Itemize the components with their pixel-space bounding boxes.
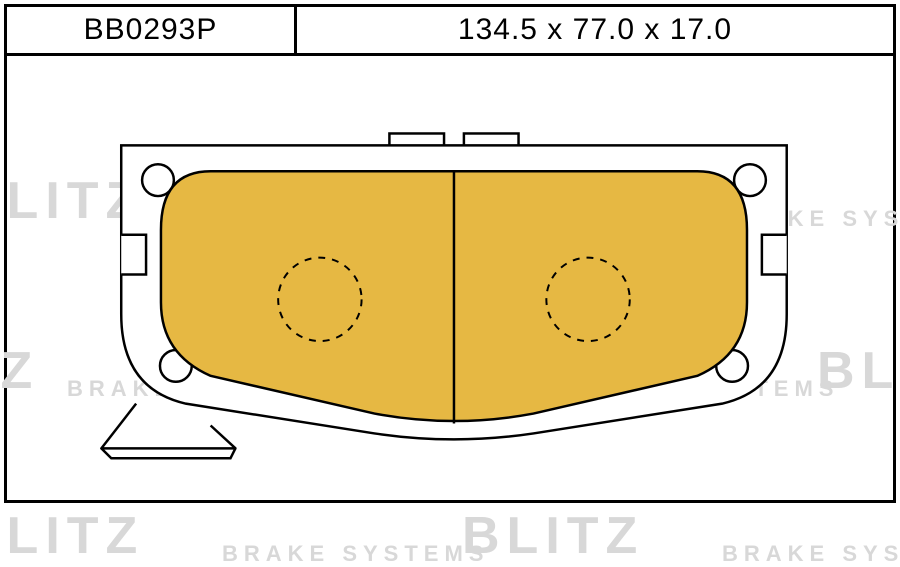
header-row: BB0293P 134.5 x 77.0 x 17.0 — [4, 4, 896, 56]
part-number-cell: BB0293P — [7, 7, 297, 53]
part-number: BB0293P — [84, 13, 218, 47]
watermark-tagline: BRAKE SYSTEMS — [722, 541, 900, 567]
watermark-tagline: BRAKE SYSTEMS — [222, 541, 489, 567]
wear-indicator — [101, 404, 235, 449]
dimensions-cell: 134.5 x 77.0 x 17.0 — [297, 7, 893, 53]
brake-pad-diagram — [7, 56, 893, 500]
watermark-brand: BLITZ — [462, 506, 644, 566]
diagram-frame: BLITZBRAKE SYSTEMSBLITZBRAKE SYSTEMSBLIT… — [4, 56, 896, 503]
dimensions: 134.5 x 77.0 x 17.0 — [458, 13, 732, 47]
watermark-brand: BLITZ — [0, 506, 144, 566]
